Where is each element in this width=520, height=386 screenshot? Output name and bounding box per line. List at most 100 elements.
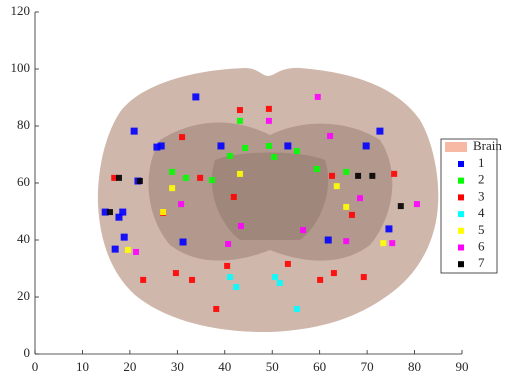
point — [276, 280, 283, 287]
point — [179, 238, 187, 246]
axes: 0 20 40 60 80 100 120 0 10 20 30 40 50 60 70 80 90 — [11, 3, 469, 374]
legend-label: Brain — [473, 138, 502, 153]
point — [355, 172, 362, 179]
point — [293, 305, 300, 312]
y-tick-label: 40 — [17, 231, 30, 246]
point — [136, 178, 143, 185]
x-tick-label: 40 — [218, 359, 231, 374]
point — [213, 305, 220, 312]
point — [172, 270, 179, 277]
legend-box — [440, 138, 498, 274]
point — [217, 142, 225, 150]
point — [182, 174, 189, 181]
point — [300, 227, 307, 234]
legend-label: 2 — [478, 172, 485, 187]
point — [362, 142, 370, 150]
legend-label: 5 — [478, 222, 485, 237]
point — [265, 105, 272, 112]
point — [224, 262, 231, 269]
y-tick-label: 80 — [17, 117, 30, 132]
point — [140, 276, 147, 283]
y-tick-label: 20 — [17, 288, 30, 303]
x-tick-label: 50 — [266, 359, 279, 374]
point — [236, 107, 243, 114]
brain-core — [211, 152, 329, 240]
point — [106, 209, 113, 216]
point — [242, 144, 249, 151]
point — [119, 208, 127, 216]
point — [160, 209, 167, 216]
point — [124, 246, 131, 253]
point — [389, 240, 396, 247]
point — [233, 284, 240, 291]
x-tick-label: 10 — [76, 359, 89, 374]
x-tick-label: 80 — [408, 359, 421, 374]
point — [236, 117, 243, 124]
point — [413, 201, 420, 208]
point — [317, 276, 324, 283]
x-tick-label: 60 — [313, 359, 326, 374]
brain-inner — [148, 122, 393, 261]
point — [115, 213, 123, 221]
point — [111, 245, 119, 253]
point — [369, 172, 376, 179]
point — [313, 166, 320, 173]
point — [208, 177, 215, 184]
point — [284, 142, 292, 150]
point — [314, 93, 321, 100]
legend-marker — [458, 177, 464, 184]
point — [333, 183, 340, 190]
point — [192, 93, 200, 101]
point — [226, 152, 233, 159]
legend-label: 6 — [478, 238, 485, 253]
legend-label: 4 — [478, 205, 485, 220]
point — [397, 203, 404, 210]
point — [329, 172, 336, 179]
y-tick-label: 60 — [17, 174, 30, 189]
point — [380, 240, 387, 247]
point — [293, 148, 300, 155]
point — [236, 170, 243, 177]
point — [272, 274, 279, 281]
legend-label: 3 — [478, 188, 485, 203]
x-tick-label: 20 — [123, 359, 136, 374]
point — [343, 203, 350, 210]
point — [348, 211, 355, 218]
point — [169, 185, 176, 192]
point — [197, 174, 204, 181]
y-tick-label: 120 — [11, 3, 31, 18]
point — [391, 170, 398, 177]
legend-marker — [458, 194, 464, 201]
point — [376, 127, 384, 135]
point — [330, 270, 337, 277]
point — [226, 274, 233, 281]
legend-marker — [458, 211, 464, 218]
point — [111, 174, 118, 181]
point — [153, 143, 161, 151]
legend-swatch — [445, 142, 467, 152]
point — [130, 127, 138, 135]
point — [343, 238, 350, 245]
point — [265, 142, 272, 149]
legend-marker — [458, 227, 464, 234]
marks — [101, 93, 420, 312]
y-tick-label: 100 — [11, 60, 31, 75]
point — [385, 225, 393, 233]
point — [157, 142, 165, 150]
y-tick-label: 0 — [24, 345, 31, 360]
point — [230, 193, 237, 200]
legend-marker — [458, 161, 464, 167]
point — [178, 201, 185, 208]
legend-label: 1 — [478, 155, 485, 170]
point — [265, 117, 272, 124]
x-tick-label: 90 — [456, 359, 469, 374]
point — [115, 174, 122, 181]
x-tick-label: 0 — [32, 359, 39, 374]
point — [284, 260, 291, 267]
brain-image — [97, 67, 439, 333]
point — [327, 132, 334, 139]
point — [271, 154, 278, 161]
point — [120, 233, 128, 241]
point — [356, 195, 363, 202]
